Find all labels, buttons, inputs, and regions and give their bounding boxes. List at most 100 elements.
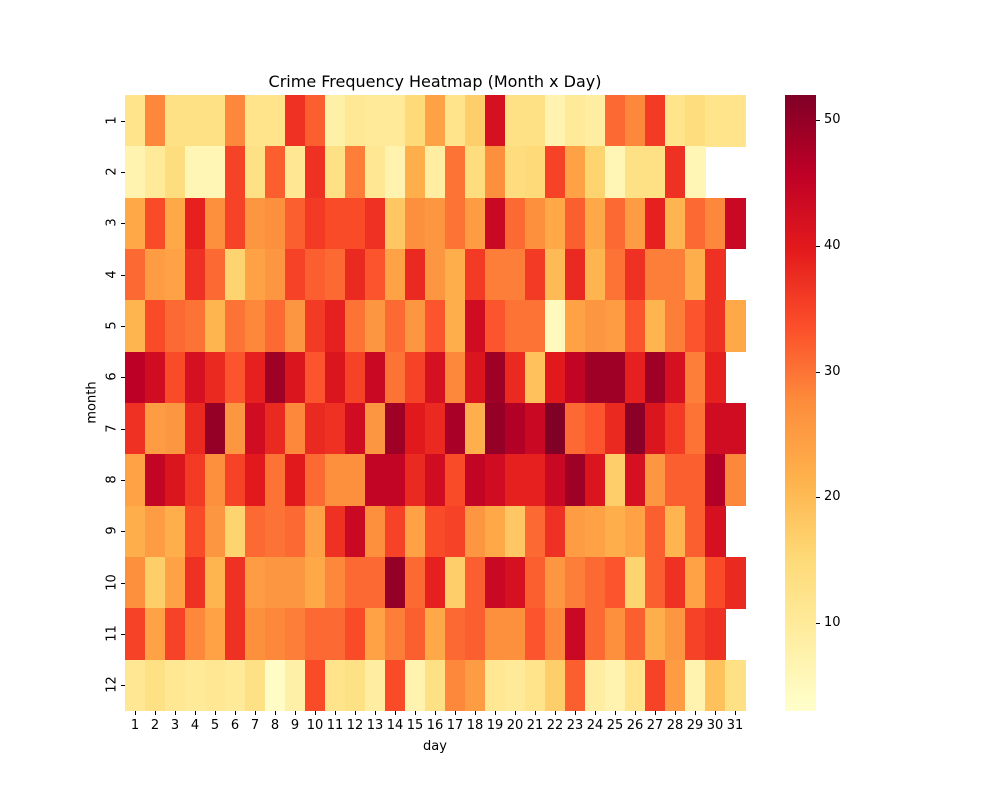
- heatmap-cell: [565, 403, 586, 455]
- heatmap-cell: [565, 146, 586, 199]
- x-tick: [255, 711, 256, 715]
- y-tick-label: 1: [104, 116, 120, 125]
- heatmap-cell: [425, 146, 446, 199]
- heatmap-cell: [665, 403, 686, 455]
- heatmap-cell: [345, 659, 366, 712]
- heatmap-cell: [505, 659, 526, 712]
- heatmap-cell: [705, 351, 726, 404]
- heatmap-cell: [225, 557, 246, 609]
- heatmap-cell: [185, 95, 206, 147]
- heatmap-cell: [445, 249, 466, 301]
- heatmap-cell: [685, 659, 706, 712]
- heatmap-cell: [465, 351, 486, 404]
- heatmap-cell: [285, 659, 306, 712]
- heatmap-cell: [125, 608, 146, 661]
- x-tick: [295, 711, 296, 715]
- heatmap-cell: [205, 146, 226, 199]
- heatmap-cell: [585, 300, 606, 353]
- heatmap-cell: [505, 608, 526, 661]
- heatmap-cell: [205, 197, 226, 250]
- x-tick-label: 18: [466, 718, 484, 733]
- heatmap-cell: [485, 505, 506, 558]
- heatmap-cell: [325, 403, 346, 455]
- heatmap-cell: [485, 95, 506, 147]
- heatmap-cell: [525, 249, 546, 301]
- heatmap-cell: [645, 146, 666, 199]
- heatmap-cell: [385, 146, 406, 199]
- heatmap-cell: [145, 351, 166, 404]
- heatmap-cell: [545, 557, 566, 609]
- x-tick: [175, 711, 176, 715]
- x-tick-label: 4: [190, 718, 200, 733]
- x-tick-label: 29: [686, 718, 704, 733]
- y-tick-label: 9: [104, 526, 120, 535]
- heatmap-cell: [605, 351, 626, 404]
- x-tick: [435, 711, 436, 715]
- x-tick-label: 11: [326, 718, 344, 733]
- heatmap-cell: [365, 249, 386, 301]
- y-tick: [121, 120, 125, 122]
- heatmap-cell: [485, 351, 506, 404]
- heatmap-cell: [725, 95, 746, 147]
- heatmap-cell: [645, 351, 666, 404]
- heatmap-cell: [425, 608, 446, 661]
- heatmap-cell: [305, 197, 326, 250]
- x-tick: [235, 711, 236, 715]
- heatmap-cell: [165, 403, 186, 455]
- heatmap-cell: [145, 505, 166, 558]
- y-tick-label: 6: [104, 372, 120, 381]
- x-tick: [615, 711, 616, 715]
- heatmap-cell: [465, 197, 486, 250]
- heatmap-cell: [645, 505, 666, 558]
- y-tick-label: 2: [104, 167, 120, 176]
- heatmap-cell: [185, 403, 206, 455]
- heatmap-cell: [265, 197, 286, 250]
- heatmap-cell: [565, 557, 586, 609]
- heatmap-cell: [685, 249, 706, 301]
- y-tick-label: 11: [104, 625, 120, 642]
- heatmap-cell: [165, 659, 186, 712]
- heatmap-cell: [645, 95, 666, 147]
- heatmap-cell: [145, 300, 166, 353]
- x-tick: [315, 711, 316, 715]
- heatmap-cell: [385, 659, 406, 712]
- heatmap-cell: [685, 146, 706, 199]
- colorbar-tick-label: 50: [824, 112, 841, 128]
- heatmap-cell: [165, 454, 186, 507]
- heatmap-cell: [125, 454, 146, 507]
- x-tick-label: 5: [210, 718, 220, 733]
- heatmap-cell: [165, 197, 186, 250]
- heatmap-cell: [485, 659, 506, 712]
- heatmap-cell: [465, 505, 486, 558]
- heatmap-cell: [645, 659, 666, 712]
- heatmap-cell: [345, 351, 366, 404]
- heatmap-cell: [605, 454, 626, 507]
- heatmap-cell: [505, 351, 526, 404]
- heatmap-cell: [385, 403, 406, 455]
- colorbar-tick: [816, 245, 820, 247]
- heatmap-cell: [145, 608, 166, 661]
- heatmap-cell: [445, 608, 466, 661]
- x-tick-label: 14: [386, 718, 404, 733]
- heatmap-cell: [525, 454, 546, 507]
- heatmap-cell: [245, 146, 266, 199]
- heatmap-cell: [425, 659, 446, 712]
- heatmap-cell: [585, 403, 606, 455]
- heatmap-cell: [165, 505, 186, 558]
- heatmap-cell: [285, 608, 306, 661]
- heatmap-cell: [445, 197, 466, 250]
- heatmap-cell: [265, 608, 286, 661]
- heatmap-cell: [605, 608, 626, 661]
- heatmap-cell: [545, 454, 566, 507]
- heatmap-cell: [305, 249, 326, 301]
- heatmap-cell: [185, 300, 206, 353]
- heatmap-cell: [325, 659, 346, 712]
- heatmap-cell: [665, 659, 686, 712]
- y-tick-label: 10: [104, 573, 120, 591]
- heatmap-cell: [385, 300, 406, 353]
- heatmap-cell: [405, 300, 426, 353]
- x-tick-label: 9: [290, 718, 300, 733]
- heatmap-cell: [405, 403, 426, 455]
- heatmap-cell: [325, 300, 346, 353]
- x-tick: [475, 711, 476, 715]
